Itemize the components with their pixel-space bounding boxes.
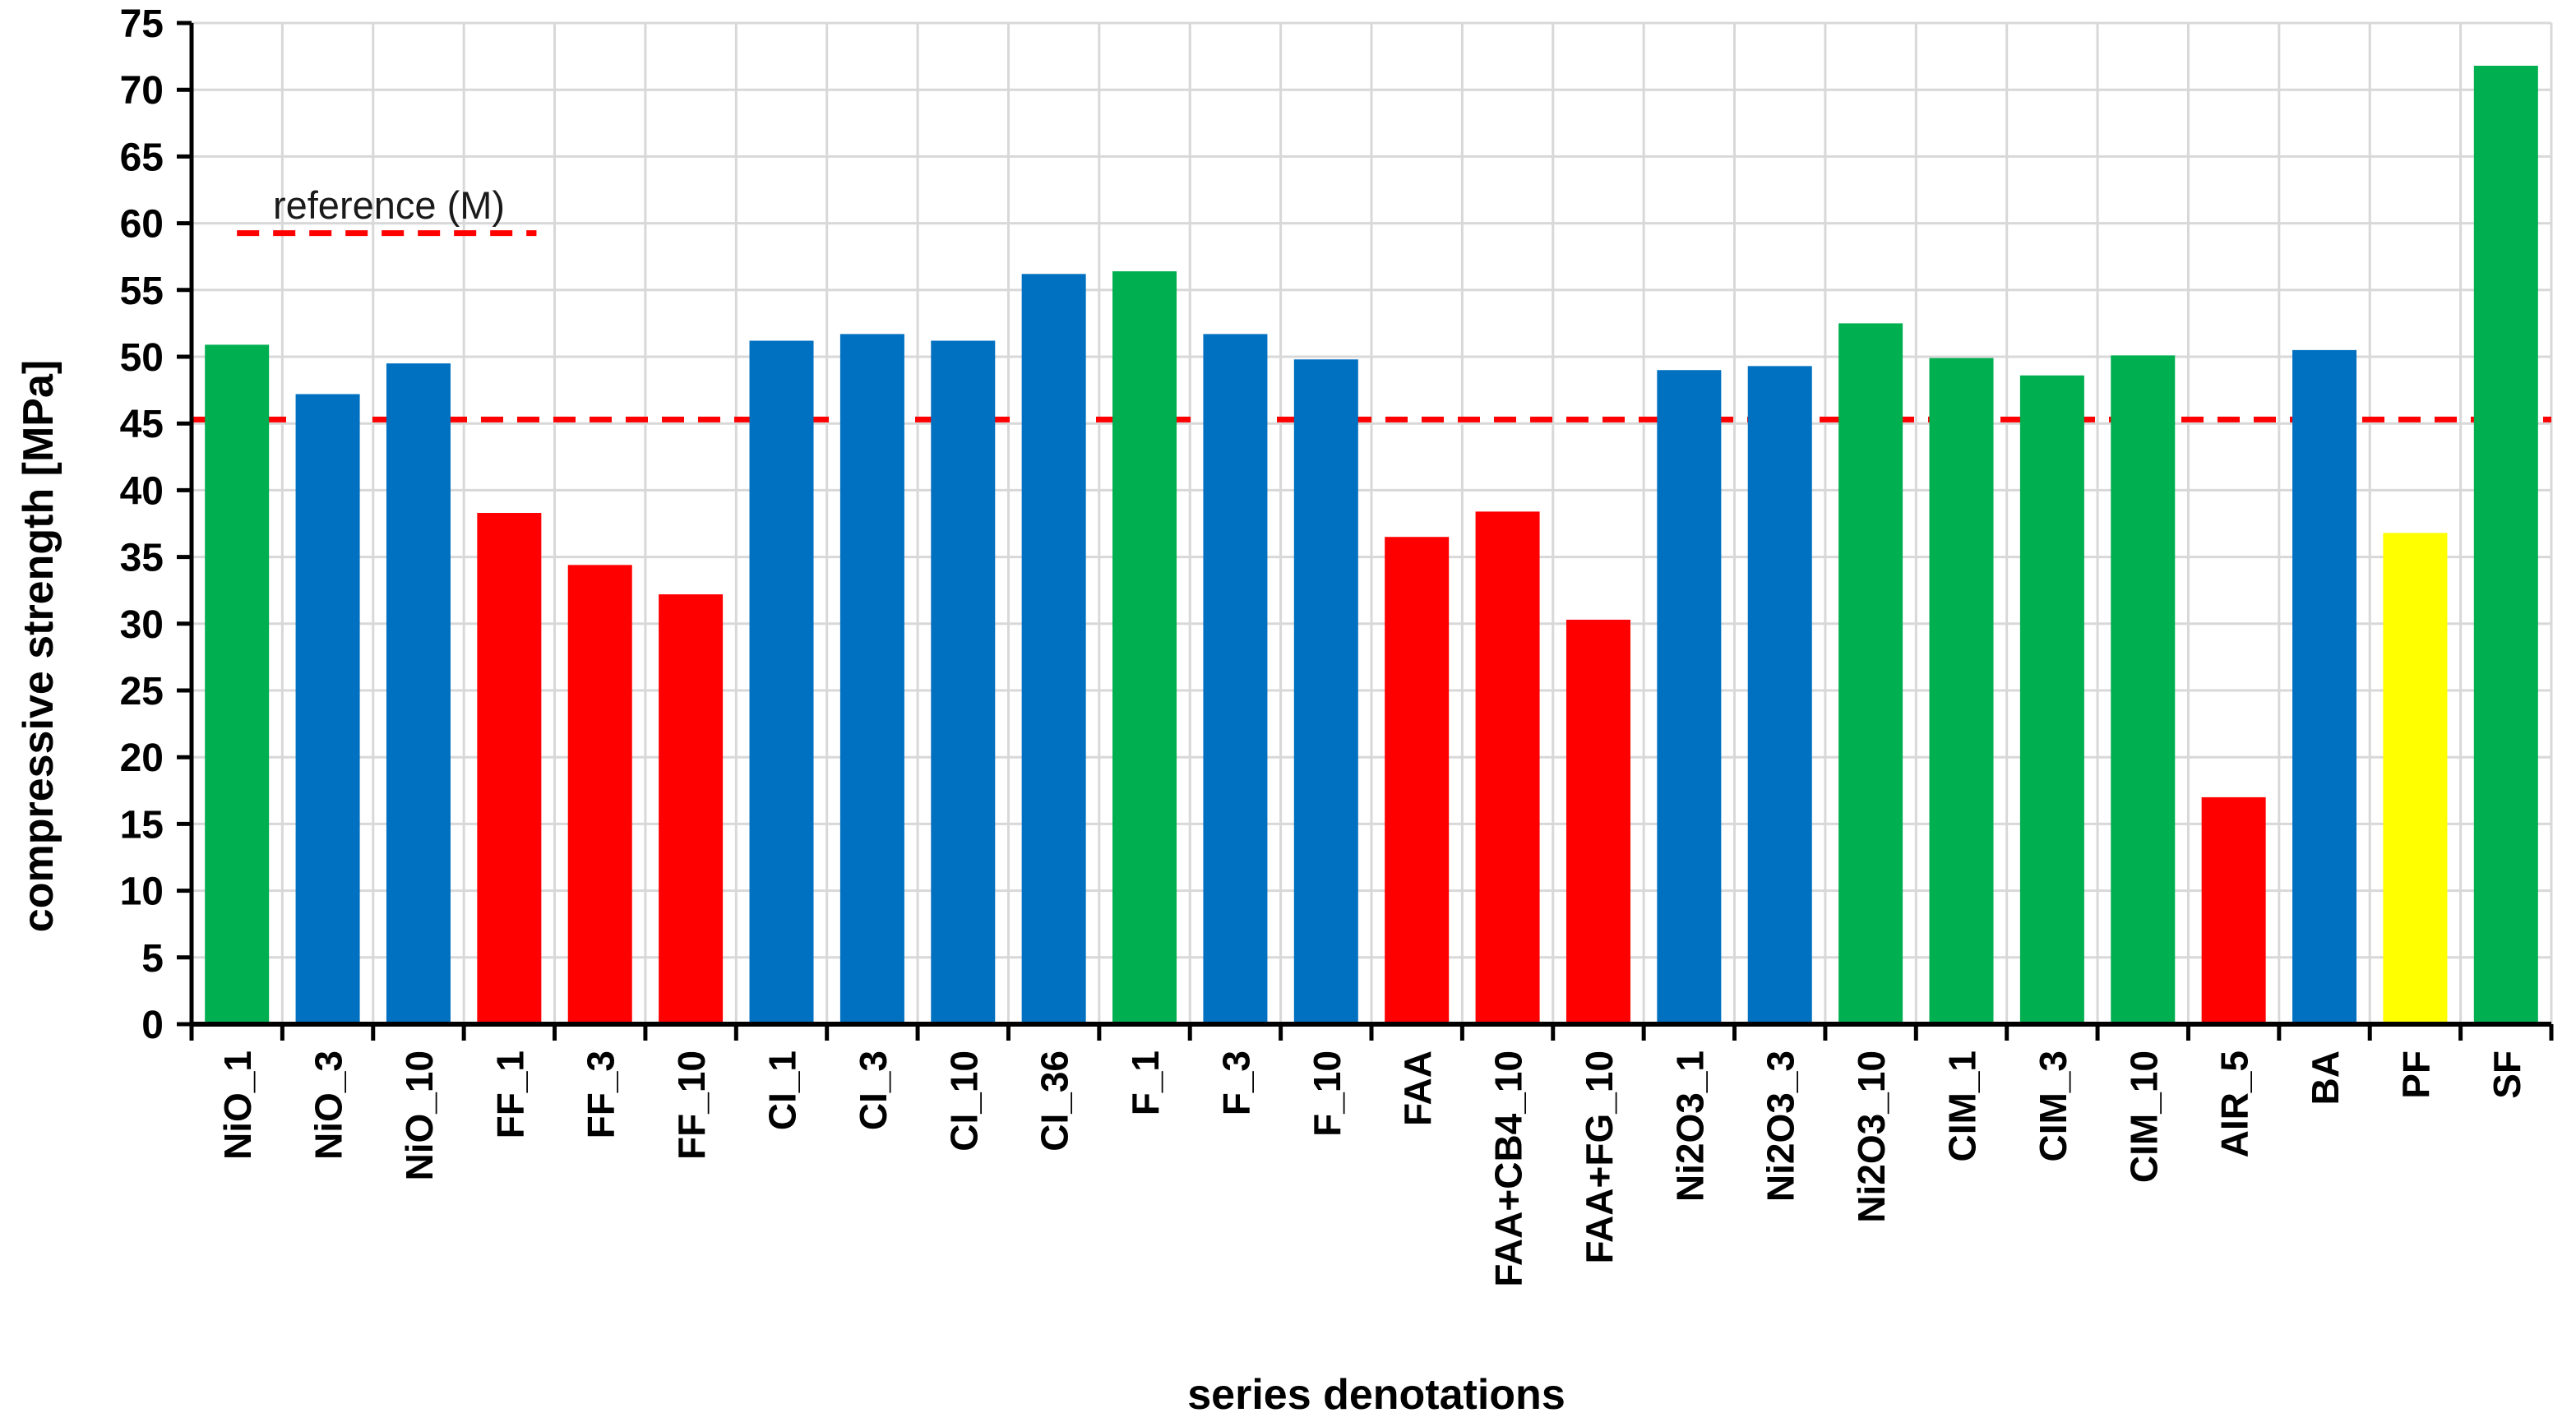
bar-PF (2383, 533, 2448, 1024)
bar-FAA (1385, 537, 1450, 1024)
category-label: Ni2O3_10 (1850, 1050, 1893, 1223)
category-label: NiO_1 (216, 1050, 259, 1160)
y-tick-label: 25 (120, 670, 164, 713)
bar-CI_3 (839, 334, 904, 1025)
category-label: CI_3 (852, 1050, 895, 1130)
category-label: FAA+CB4_10 (1487, 1050, 1530, 1287)
category-label: CIM_3 (2032, 1050, 2074, 1161)
category-label: F_10 (1306, 1050, 1348, 1137)
axes-layer (177, 21, 2554, 1041)
category-label: Ni2O3_1 (1668, 1050, 1711, 1202)
bar-CI_36 (1021, 274, 1086, 1024)
y-tick-label: 45 (120, 403, 164, 446)
y-tick-label: 40 (120, 469, 164, 513)
category-label: F_3 (1214, 1050, 1257, 1115)
bars-layer (205, 65, 2538, 1025)
bar-CI_10 (931, 340, 996, 1025)
bar-CIM_1 (1929, 358, 1994, 1024)
bar-Ni2O3_3 (1747, 366, 1812, 1024)
gridlines-layer (192, 21, 2553, 1024)
bar-AIR_5 (2201, 796, 2266, 1024)
y-tick-label: 75 (120, 2, 164, 46)
category-label: NiO_3 (308, 1050, 350, 1160)
y-tick-label: 70 (120, 69, 164, 113)
y-tick-label: 15 (120, 803, 164, 847)
category-label: FAA+FG_10 (1578, 1050, 1621, 1264)
category-label: Ni2O3_3 (1760, 1050, 1802, 1202)
bar-F_3 (1203, 334, 1268, 1025)
y-tick-label: 55 (120, 270, 164, 313)
y-tick-label: 10 (120, 870, 164, 914)
category-label: CIM_10 (2122, 1050, 2165, 1183)
category-label: CIM_1 (1941, 1050, 1984, 1161)
y-tick-label: 60 (120, 203, 164, 247)
bar-FAA+FG_10 (1565, 619, 1630, 1024)
bar-CIM_3 (2019, 375, 2084, 1025)
bar-FF_1 (477, 513, 542, 1024)
category-label: F_1 (1124, 1050, 1167, 1115)
bar-NiO_10 (386, 363, 451, 1024)
bar-Ni2O3_1 (1657, 370, 1722, 1024)
bar-FAA+CB4_10 (1475, 511, 1540, 1024)
y-tick-label: 35 (120, 537, 164, 580)
bar-F_10 (1293, 359, 1358, 1024)
bar-FF_10 (659, 594, 724, 1024)
bar-NiO_3 (295, 394, 360, 1024)
bar-CI_1 (749, 340, 814, 1025)
category-label: PF (2394, 1050, 2437, 1099)
bar-CIM_10 (2111, 355, 2176, 1025)
axis-labels-layer: 0 5 10 15 20 25 30 35 40 45 50 55 60 65 70 75 NiO_1 NiO_3… (120, 2, 2528, 1287)
category-label: FF_1 (488, 1050, 531, 1138)
x-axis-title: series denotations (1187, 1371, 1565, 1419)
bar-Ni2O3_10 (1838, 323, 1903, 1024)
y-tick-label: 0 (141, 1004, 164, 1047)
y-tick-label: 5 (141, 937, 164, 981)
bar-NiO_1 (205, 344, 270, 1024)
bar-FF_3 (567, 565, 632, 1024)
bar-F_1 (1112, 271, 1177, 1025)
y-tick-label: 30 (120, 603, 164, 647)
bar-BA (2292, 349, 2357, 1024)
y-tick-label: 20 (120, 736, 164, 780)
y-axis-title: compressive strength [MPa] (15, 360, 62, 932)
reference-legend-label: reference (M) (273, 183, 505, 227)
y-tick-label: 50 (120, 336, 164, 380)
category-label: FF_10 (670, 1050, 713, 1160)
category-label: BA (2304, 1050, 2347, 1105)
category-label: CI_36 (1034, 1050, 1076, 1152)
category-label: FF_3 (580, 1050, 622, 1138)
y-tick-label: 65 (120, 136, 164, 179)
category-label: AIR_5 (2213, 1050, 2256, 1157)
category-label: CI_10 (942, 1050, 985, 1152)
category-label: SF (2486, 1050, 2528, 1099)
bar-SF (2473, 65, 2538, 1024)
category-label: NiO_10 (398, 1050, 441, 1181)
category-label: CI_1 (761, 1050, 804, 1130)
category-label: FAA (1396, 1050, 1439, 1126)
